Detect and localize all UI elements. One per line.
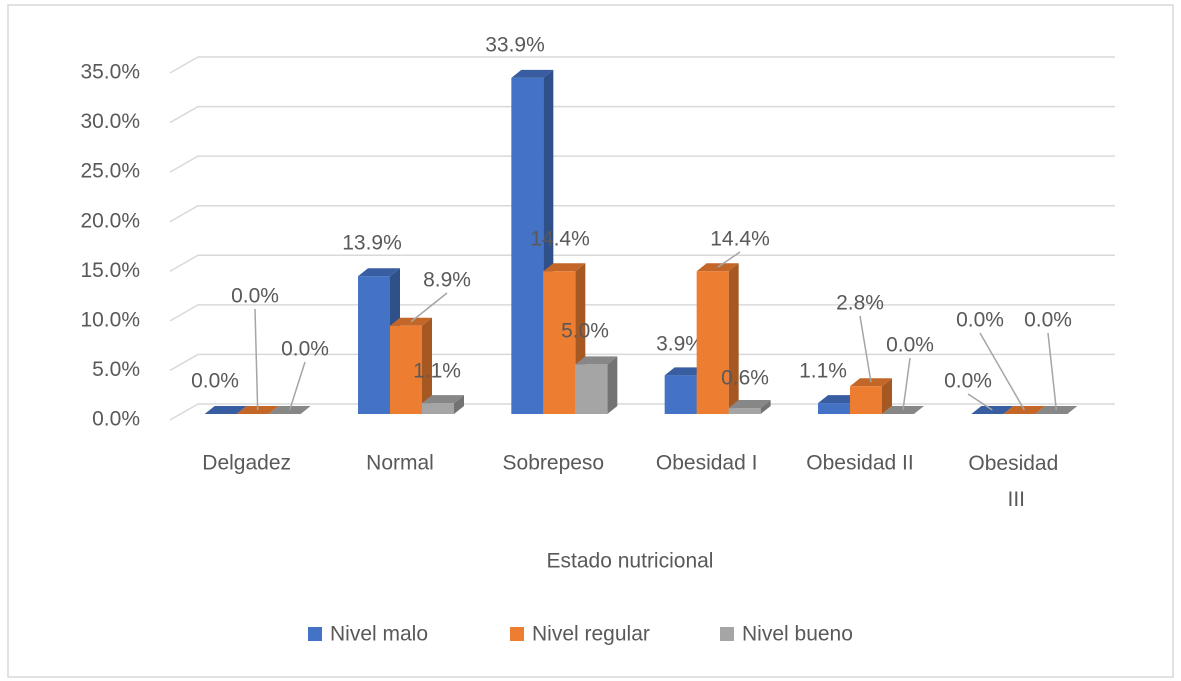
bar-front (575, 364, 608, 414)
x-tick-label: Sobrepeso (503, 452, 605, 475)
bar-front (422, 403, 454, 414)
leader-line (288, 361, 306, 411)
leader-line (1047, 332, 1058, 411)
data-label: 0.0% (281, 338, 329, 361)
bar (850, 378, 892, 414)
bar-top (204, 406, 247, 414)
bar-front (818, 403, 850, 414)
y-tick-label: 10.0% (80, 308, 140, 331)
legend-label: Nivel malo (330, 623, 428, 646)
y-tick-label: 5.0% (92, 358, 140, 381)
data-label: 13.9% (342, 232, 402, 255)
data-label: 0.0% (956, 309, 1004, 332)
x-axis-title: Estado nutricional (547, 550, 714, 573)
legend-label: Nivel regular (532, 623, 650, 646)
bar-front (543, 271, 576, 414)
data-label: 0.0% (886, 334, 934, 357)
data-label: 0.0% (1024, 309, 1072, 332)
bar-front (696, 271, 729, 414)
bar-front (358, 276, 390, 414)
leader-line (410, 292, 448, 323)
bar-front (664, 375, 697, 414)
bar-front (728, 408, 761, 414)
grid-line (169, 56, 1115, 74)
grid-line (169, 204, 1115, 223)
leader-line (859, 315, 872, 383)
x-tick-label: Obesidad I (656, 452, 758, 475)
bar (422, 395, 464, 414)
data-label: 14.4% (530, 228, 590, 251)
bar-side (454, 395, 464, 414)
bar (543, 263, 586, 414)
chart-border (7, 4, 1174, 678)
legend-swatch (720, 627, 734, 641)
legend-label: Nivel bueno (742, 623, 853, 646)
x-tick-label: Obesidad III (968, 452, 1058, 511)
bar-top (543, 263, 586, 272)
data-label: 33.9% (485, 34, 545, 57)
bar-top (818, 395, 860, 404)
legend-swatch (510, 627, 524, 641)
y-tick-label: 35.0% (80, 61, 140, 84)
bar-front (511, 77, 544, 415)
grid-line (169, 403, 1115, 421)
leader-line (254, 308, 259, 411)
leader-line (717, 251, 741, 268)
data-label: 0.0% (191, 370, 239, 393)
data-label: 5.0% (561, 320, 609, 343)
data-label: 3.9% (656, 333, 704, 356)
bar (575, 356, 618, 414)
leader-line (967, 393, 993, 411)
bar-side (607, 356, 618, 414)
leader-line (979, 332, 1025, 411)
bar (390, 317, 432, 414)
grid-line (169, 353, 1115, 372)
bar-side (728, 263, 739, 414)
bar-top (422, 395, 464, 404)
y-tick-label: 25.0% (80, 160, 140, 183)
bar-front (850, 386, 882, 414)
bar-side (760, 400, 771, 414)
grid-line (169, 304, 1115, 322)
y-tick-label: 15.0% (80, 259, 140, 282)
data-label: 2.8% (836, 292, 884, 315)
bar (728, 400, 771, 414)
data-label: 1.1% (413, 360, 461, 383)
bar-side (882, 378, 892, 414)
x-tick-label: Obesidad II (806, 452, 913, 475)
data-label: 0.6% (721, 367, 769, 390)
legend-swatch (308, 627, 322, 641)
bar (696, 263, 739, 414)
grid-line (169, 254, 1115, 272)
data-label: 0.0% (231, 285, 279, 308)
y-tick-label: 0.0% (92, 408, 140, 431)
bar-top (728, 400, 771, 409)
grid-line (169, 155, 1115, 173)
bar (358, 268, 400, 414)
x-tick-label: Normal (366, 452, 434, 475)
data-label: 1.1% (799, 360, 847, 383)
bar-front (390, 325, 422, 414)
y-tick-label: 30.0% (80, 110, 140, 133)
data-label: 8.9% (423, 269, 471, 292)
bar (511, 69, 554, 415)
data-label: 0.0% (944, 370, 992, 393)
x-tick-label: Delgadez (202, 452, 291, 475)
bar-top (358, 268, 400, 277)
bar-side (422, 317, 432, 414)
bar-top (511, 69, 554, 78)
grid-line (169, 105, 1115, 124)
bar (204, 406, 247, 414)
y-tick-label: 20.0% (80, 209, 140, 232)
bar-top (575, 356, 618, 365)
leader-line (902, 357, 911, 411)
bar-top (664, 367, 707, 376)
data-label: 14.4% (710, 228, 770, 251)
